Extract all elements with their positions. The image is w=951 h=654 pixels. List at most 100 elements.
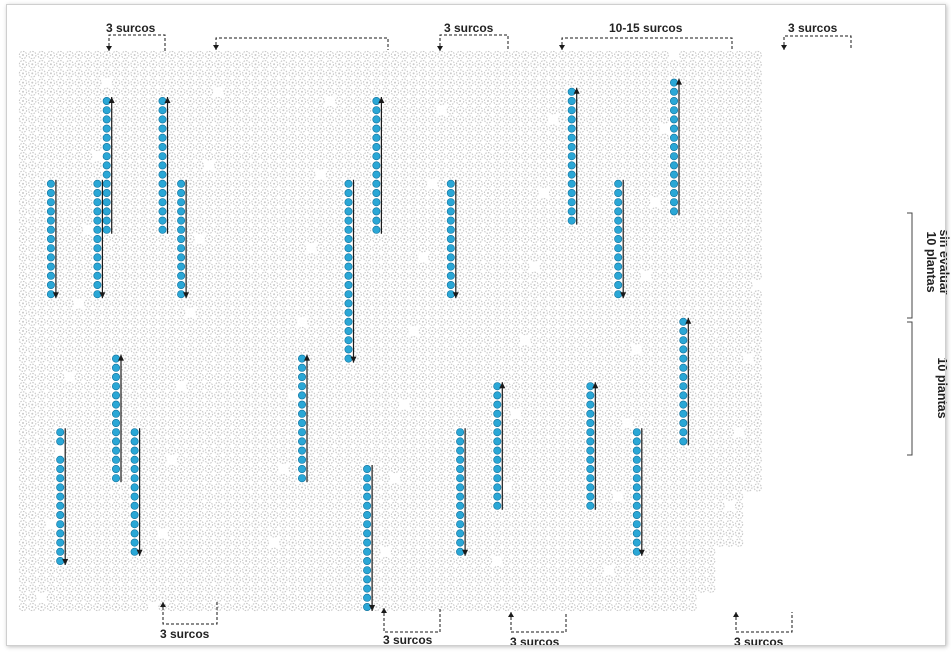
plant-icon bbox=[140, 521, 147, 528]
plant-icon bbox=[196, 61, 203, 68]
plant-icon bbox=[419, 484, 426, 491]
plant-icon bbox=[382, 79, 389, 86]
plant-icon bbox=[466, 530, 473, 537]
plant-icon bbox=[550, 125, 557, 132]
plant-icon bbox=[373, 51, 380, 58]
plant-icon bbox=[726, 355, 733, 362]
plant-icon bbox=[215, 116, 222, 123]
plant-icon bbox=[317, 70, 324, 77]
plant-icon bbox=[205, 254, 212, 261]
plant-icon bbox=[559, 392, 566, 399]
plant-icon bbox=[559, 107, 566, 114]
plant-icon bbox=[243, 318, 250, 325]
plant-icon bbox=[168, 272, 175, 279]
plant-icon bbox=[354, 364, 361, 371]
plant-icon bbox=[550, 429, 557, 436]
plant-icon bbox=[131, 116, 138, 123]
plant-icon bbox=[726, 419, 733, 426]
plant-icon bbox=[717, 346, 724, 353]
plant-icon bbox=[47, 327, 54, 334]
plant-icon bbox=[326, 281, 333, 288]
plant-icon bbox=[196, 364, 203, 371]
plant-icon bbox=[484, 383, 491, 390]
plant-icon bbox=[484, 337, 491, 344]
plant-icon bbox=[326, 134, 333, 141]
plant-icon bbox=[745, 456, 752, 463]
plant-icon bbox=[345, 475, 352, 482]
plant-icon bbox=[577, 79, 584, 86]
plant-icon bbox=[661, 143, 668, 150]
plant-icon bbox=[736, 327, 743, 334]
plant-icon bbox=[401, 383, 408, 390]
plant-icon bbox=[29, 217, 36, 224]
plant-icon bbox=[484, 235, 491, 242]
plant-icon bbox=[661, 70, 668, 77]
plant-icon bbox=[624, 346, 631, 353]
plant-icon bbox=[401, 300, 408, 307]
plant-icon bbox=[577, 410, 584, 417]
plant-icon bbox=[754, 327, 761, 334]
plant-icon bbox=[308, 134, 315, 141]
plant-icon bbox=[736, 245, 743, 252]
plant-icon bbox=[47, 438, 54, 445]
plant-icon bbox=[196, 327, 203, 334]
plant-icon bbox=[717, 217, 724, 224]
plant-icon bbox=[373, 401, 380, 408]
plant-icon bbox=[568, 300, 575, 307]
plant-icon bbox=[150, 511, 157, 518]
plant-icon bbox=[85, 346, 92, 353]
plant-icon bbox=[708, 235, 715, 242]
plant-icon bbox=[503, 438, 510, 445]
plant-icon bbox=[131, 254, 138, 261]
plant-icon bbox=[503, 70, 510, 77]
plant-icon bbox=[670, 245, 677, 252]
plant-icon bbox=[596, 309, 603, 316]
plant-icon bbox=[708, 70, 715, 77]
plant-icon bbox=[717, 475, 724, 482]
plant-icon bbox=[19, 327, 26, 334]
plant-icon bbox=[308, 153, 315, 160]
plant-icon bbox=[484, 456, 491, 463]
plant-icon bbox=[577, 456, 584, 463]
plant-icon bbox=[345, 364, 352, 371]
plant-icon bbox=[698, 318, 705, 325]
plant-icon bbox=[726, 309, 733, 316]
plant-icon bbox=[419, 355, 426, 362]
plant-icon bbox=[503, 116, 510, 123]
plant-icon bbox=[708, 61, 715, 68]
plant-icon bbox=[577, 116, 584, 123]
plant-icon bbox=[382, 226, 389, 233]
plant-icon bbox=[66, 162, 73, 169]
plant-icon bbox=[336, 272, 343, 279]
plant-icon bbox=[419, 309, 426, 316]
plant-icon bbox=[224, 61, 231, 68]
plant-icon bbox=[503, 530, 510, 537]
plant-icon bbox=[224, 392, 231, 399]
plant-icon bbox=[447, 383, 454, 390]
plant-icon bbox=[150, 254, 157, 261]
plant-icon bbox=[38, 143, 45, 150]
plant-icon bbox=[29, 521, 36, 528]
plant-icon bbox=[503, 226, 510, 233]
plant-icon bbox=[652, 217, 659, 224]
plant-icon bbox=[457, 281, 464, 288]
plant-icon bbox=[168, 291, 175, 298]
plant-icon bbox=[494, 530, 501, 537]
plant-icon bbox=[605, 318, 612, 325]
plant-icon bbox=[326, 373, 333, 380]
plant-icon bbox=[568, 521, 575, 528]
plant-icon bbox=[587, 511, 594, 518]
plant-icon bbox=[494, 217, 501, 224]
plant-icon bbox=[466, 484, 473, 491]
plant-icon bbox=[103, 493, 110, 500]
plant-icon bbox=[19, 226, 26, 233]
plant-icon bbox=[643, 511, 650, 518]
plant-icon bbox=[159, 318, 166, 325]
plant-icon bbox=[457, 88, 464, 95]
plant-icon bbox=[438, 79, 445, 86]
plant-icon bbox=[66, 134, 73, 141]
plant-icon bbox=[224, 337, 231, 344]
plant-icon bbox=[94, 419, 101, 426]
plant-icon bbox=[717, 502, 724, 509]
plant-icon bbox=[215, 484, 222, 491]
